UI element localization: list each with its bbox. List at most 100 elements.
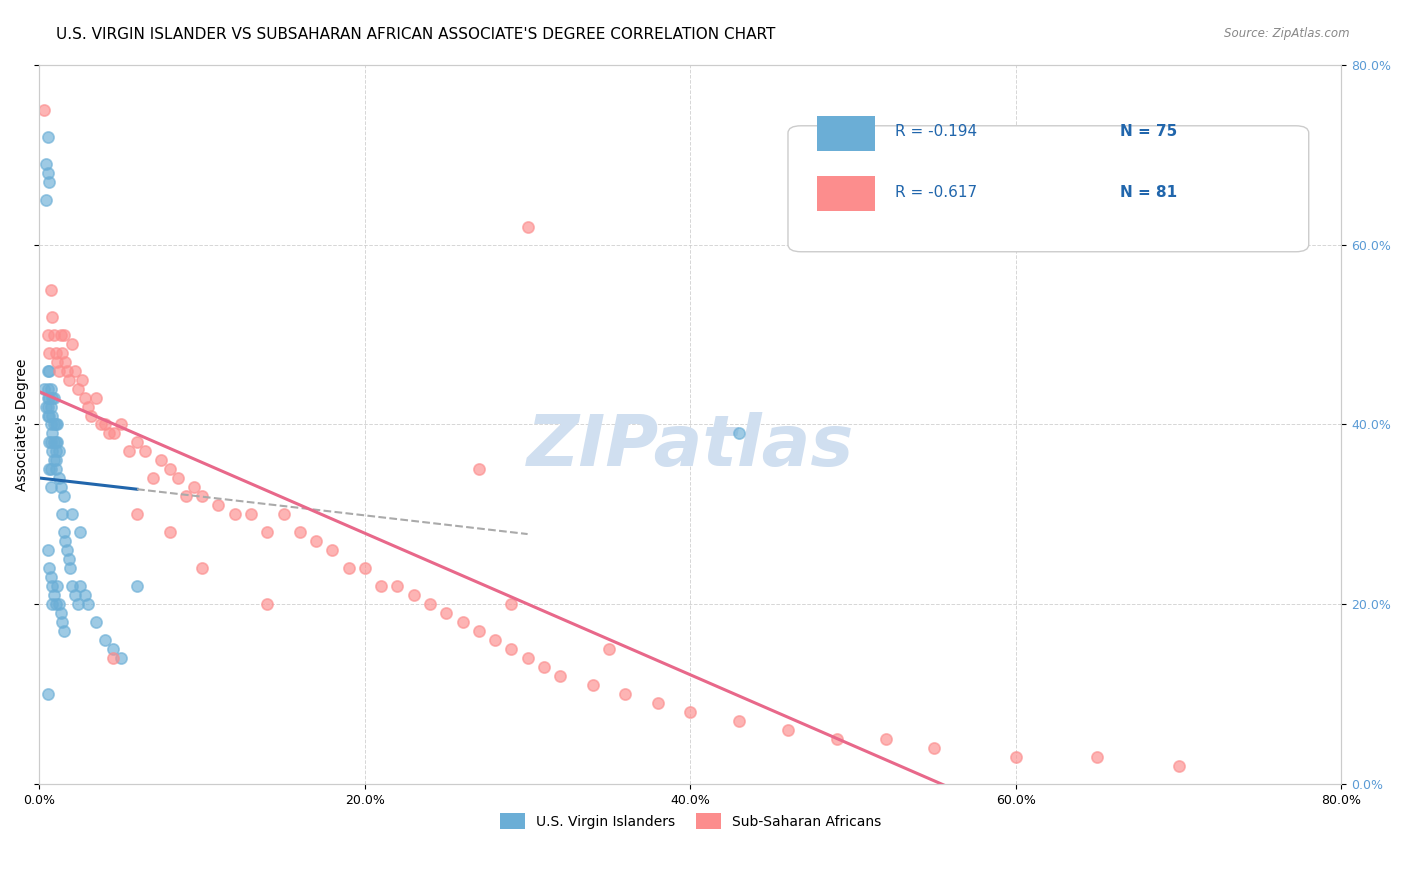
Point <box>45 462 67 476</box>
Point <box>207 499 229 513</box>
Point <box>37 391 59 405</box>
Point <box>516 651 538 665</box>
Point <box>60 508 83 522</box>
Point <box>110 651 132 665</box>
Point <box>38 462 60 476</box>
Point <box>1085 750 1108 764</box>
Point <box>51 345 73 359</box>
Point <box>825 732 848 747</box>
Point <box>39 462 62 476</box>
Point <box>52 327 75 342</box>
Bar <box>817 176 875 211</box>
Point <box>86 391 108 405</box>
Text: ZIPatlas: ZIPatlas <box>527 411 853 481</box>
Point <box>45 435 67 450</box>
Point <box>191 490 214 504</box>
Point <box>110 417 132 432</box>
Point <box>46 435 69 450</box>
Point <box>419 598 441 612</box>
Point <box>41 310 63 324</box>
Point <box>46 417 69 432</box>
Point <box>288 525 311 540</box>
Point <box>370 579 392 593</box>
Point <box>501 642 523 657</box>
Point <box>679 706 702 720</box>
Point <box>582 678 605 692</box>
Point <box>924 741 946 756</box>
Point <box>354 561 377 575</box>
Point <box>45 598 67 612</box>
Point <box>45 417 67 432</box>
Point <box>191 561 214 575</box>
Point <box>77 400 100 414</box>
Point <box>46 354 69 368</box>
Point <box>37 363 59 377</box>
Point <box>58 372 80 386</box>
Point <box>49 481 72 495</box>
Point <box>516 219 538 234</box>
Point <box>256 525 278 540</box>
Point <box>67 382 90 396</box>
Point <box>42 417 65 432</box>
Point <box>80 409 103 423</box>
Point <box>39 283 62 297</box>
Text: N = 81: N = 81 <box>1121 185 1177 200</box>
Point <box>402 589 425 603</box>
Point <box>34 103 56 117</box>
Point <box>98 426 121 441</box>
Point <box>39 435 62 450</box>
Text: N = 75: N = 75 <box>1121 124 1177 139</box>
Point <box>41 598 63 612</box>
Point <box>48 444 70 458</box>
Point <box>38 409 60 423</box>
Point <box>58 552 80 566</box>
Point <box>305 534 328 549</box>
Point <box>69 525 91 540</box>
Point <box>42 391 65 405</box>
Point <box>37 129 59 144</box>
Point <box>125 508 148 522</box>
Point <box>174 490 197 504</box>
Point <box>134 444 156 458</box>
Point <box>728 714 751 729</box>
Point <box>41 409 63 423</box>
Point <box>37 409 59 423</box>
Point <box>45 444 67 458</box>
Point <box>468 624 491 639</box>
Point <box>34 382 56 396</box>
Point <box>647 697 669 711</box>
Point <box>48 471 70 485</box>
Point <box>776 723 799 738</box>
Point <box>101 642 124 657</box>
Point <box>70 372 93 386</box>
Point <box>73 391 96 405</box>
Point <box>614 688 637 702</box>
Point <box>728 426 751 441</box>
Point <box>101 651 124 665</box>
Point <box>387 579 409 593</box>
Point <box>159 462 181 476</box>
Point <box>55 354 77 368</box>
Point <box>51 615 73 630</box>
Point <box>60 579 83 593</box>
Point <box>63 589 86 603</box>
Legend: U.S. Virgin Islanders, Sub-Saharan Africans: U.S. Virgin Islanders, Sub-Saharan Afric… <box>494 807 887 835</box>
Point <box>49 327 72 342</box>
Point <box>150 453 173 467</box>
Point <box>42 435 65 450</box>
Point <box>42 453 65 467</box>
Point <box>183 481 205 495</box>
Point <box>41 579 63 593</box>
Point <box>548 669 571 683</box>
Point <box>37 165 59 179</box>
Point <box>35 193 58 207</box>
Point <box>93 633 115 648</box>
Point <box>49 607 72 621</box>
Point <box>77 598 100 612</box>
Point <box>39 481 62 495</box>
Text: U.S. VIRGIN ISLANDER VS SUBSAHARAN AFRICAN ASSOCIATE'S DEGREE CORRELATION CHART: U.S. VIRGIN ISLANDER VS SUBSAHARAN AFRIC… <box>56 27 776 42</box>
Point <box>48 598 70 612</box>
Point <box>46 579 69 593</box>
Point <box>37 382 59 396</box>
Point <box>45 453 67 467</box>
